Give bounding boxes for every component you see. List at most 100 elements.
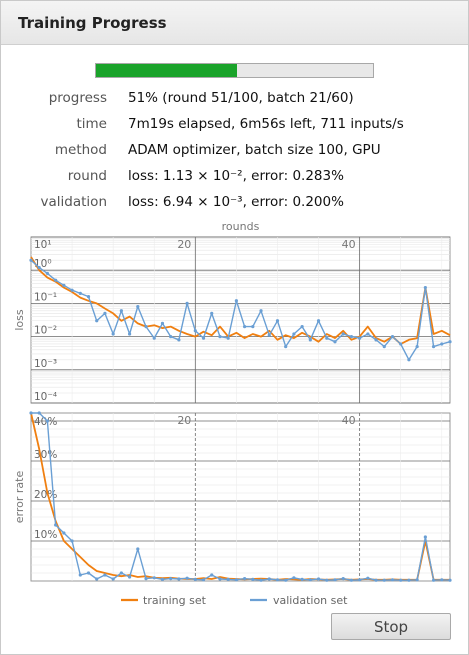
legend-validation-label: validation set	[273, 594, 348, 607]
chart-0-validation-point	[275, 319, 280, 323]
chart-0-x-axis-label: rounds	[222, 220, 260, 233]
info-label-time: time	[76, 116, 107, 132]
chart-1-validation-point	[45, 419, 50, 423]
chart-0-series-training-line	[30, 256, 451, 345]
chart-1-validation-point	[243, 577, 247, 581]
chart-0-validation-point	[54, 278, 58, 282]
chart-0-validation-point	[341, 332, 345, 336]
chart-1-validation-point	[152, 576, 156, 580]
chart-1-validation-point	[103, 573, 107, 577]
chart-1-validation-point	[86, 571, 91, 575]
chart-0-validation-point	[37, 265, 41, 270]
chart-1-validation-point	[259, 578, 263, 582]
chart-0-y-tick-label: 10⁻²	[34, 325, 57, 337]
chart-1-validation-point	[218, 577, 222, 581]
chart-0-validation-point	[423, 285, 427, 290]
chart-1-validation-point	[226, 577, 230, 581]
chart-0-validation-point	[177, 338, 181, 342]
chart-0-validation-point	[374, 338, 378, 342]
chart-0-validation-point	[111, 332, 115, 336]
stop-button[interactable]: Stop	[331, 613, 451, 640]
chart-0-validation-point	[349, 335, 354, 339]
chart-1-validation-point	[185, 576, 189, 580]
chart-1-validation-point	[210, 573, 214, 577]
chart-0-y-tick-label: 10⁰	[34, 258, 52, 270]
chart-0-validation-point	[169, 335, 173, 339]
chart-1-y-tick-label: 40%	[34, 416, 57, 428]
chart-0-y-tick-label: 10⁻³	[34, 358, 57, 370]
info-label-progress: progress	[48, 90, 107, 106]
chart-0-y-tick-label: 10¹	[34, 239, 52, 251]
chart-0-y-tick-label: 10⁻¹	[34, 291, 57, 303]
info-label-round: round	[67, 168, 107, 184]
chart-1-validation-point	[390, 578, 395, 582]
chart-1-y-axis-label: error rate	[13, 471, 26, 524]
chart-1-validation-point	[399, 578, 403, 582]
chart-1-validation-point	[136, 547, 140, 551]
chart-0-validation-point	[316, 319, 321, 323]
chart-0-frame	[30, 236, 451, 404]
chart-0-validation-point	[29, 258, 33, 262]
chart-1-validation-point	[37, 411, 41, 415]
chart-0-validation-point	[267, 333, 271, 337]
chart-0-validation-point	[440, 342, 444, 346]
info-label-validation: validation	[40, 194, 107, 210]
chart-1-validation-point	[333, 578, 337, 582]
chart-1-validation-point	[251, 577, 255, 581]
chart-1-validation-point	[440, 578, 444, 582]
chart-1-x-tick-label: 20	[177, 414, 191, 427]
chart-1-validation-point	[415, 578, 419, 582]
chart-1-validation-point	[382, 578, 386, 582]
chart-0-validation-point	[415, 344, 419, 349]
chart-1-validation-point	[448, 578, 452, 582]
chart-1-validation-point	[316, 577, 321, 581]
chart-1-series-validation-line	[31, 412, 451, 581]
chart-1-validation-point	[300, 577, 304, 581]
chart-1-frame	[30, 412, 451, 582]
chart-1-validation-point	[292, 576, 296, 580]
chart-1-validation-point	[267, 577, 271, 581]
chart-1-validation-point	[160, 577, 165, 581]
chart-0-validation-point	[366, 332, 370, 336]
legend-training-label: training set	[143, 594, 207, 607]
chart-1-validation-point	[358, 578, 362, 582]
chart-0-validation-point	[284, 344, 288, 349]
chart-1-y-tick-label: 10%	[34, 529, 57, 541]
chart-0-validation-point	[152, 336, 156, 340]
chart-0-validation-point	[193, 329, 197, 333]
chart-1-validation-point	[193, 577, 197, 581]
chart-1-validation-point	[201, 578, 206, 582]
chart-0-validation-point	[62, 283, 66, 287]
chart-1-validation-point	[325, 578, 329, 582]
chart-1-validation-point	[234, 578, 238, 582]
chart-1-validation-point	[431, 578, 436, 582]
chart-1-validation-point	[95, 577, 99, 581]
chart-1-validation-point	[119, 571, 123, 575]
chart-1-validation-point	[407, 578, 411, 582]
chart-1-validation-point	[341, 577, 345, 581]
chart-0-x-tick-label: 20	[177, 238, 191, 251]
chart-1-validation-point	[366, 576, 370, 580]
chart-0-validation-point	[127, 332, 132, 336]
chart-0-validation-point	[300, 325, 304, 329]
info-value-round: loss: 1.13 × 10⁻², error: 0.283%	[128, 168, 344, 184]
title-bar: Training Progress	[1, 1, 468, 45]
chart-1-x-tick-label: 40	[342, 414, 356, 427]
chart-0-validation-point	[95, 319, 99, 323]
chart-0-validation-point	[333, 340, 337, 344]
chart-0-validation-point	[382, 344, 386, 349]
chart-0-validation-point	[103, 311, 107, 315]
chart-1-validation-point	[111, 577, 115, 581]
chart-0-validation-point	[234, 299, 238, 303]
chart-0-validation-point	[325, 336, 329, 340]
chart-0-validation-point	[259, 309, 263, 313]
charts-area: 20 40 10¹ 10⁰ 10⁻¹ 10⁻² 10⁻³ 10⁻⁴ rounds loss 20 40…	[1, 213, 468, 613]
info-value-validation: loss: 6.94 × 10⁻³, error: 0.200%	[128, 194, 344, 210]
chart-0-validation-point	[448, 340, 452, 344]
chart-1-validation-point	[54, 523, 58, 527]
chart-1-validation-point	[127, 575, 132, 579]
chart-1-validation-point	[177, 577, 181, 581]
chart-0-validation-point	[390, 335, 395, 339]
chart-1-validation-point	[29, 411, 33, 415]
chart-1-validation-point	[284, 578, 288, 582]
